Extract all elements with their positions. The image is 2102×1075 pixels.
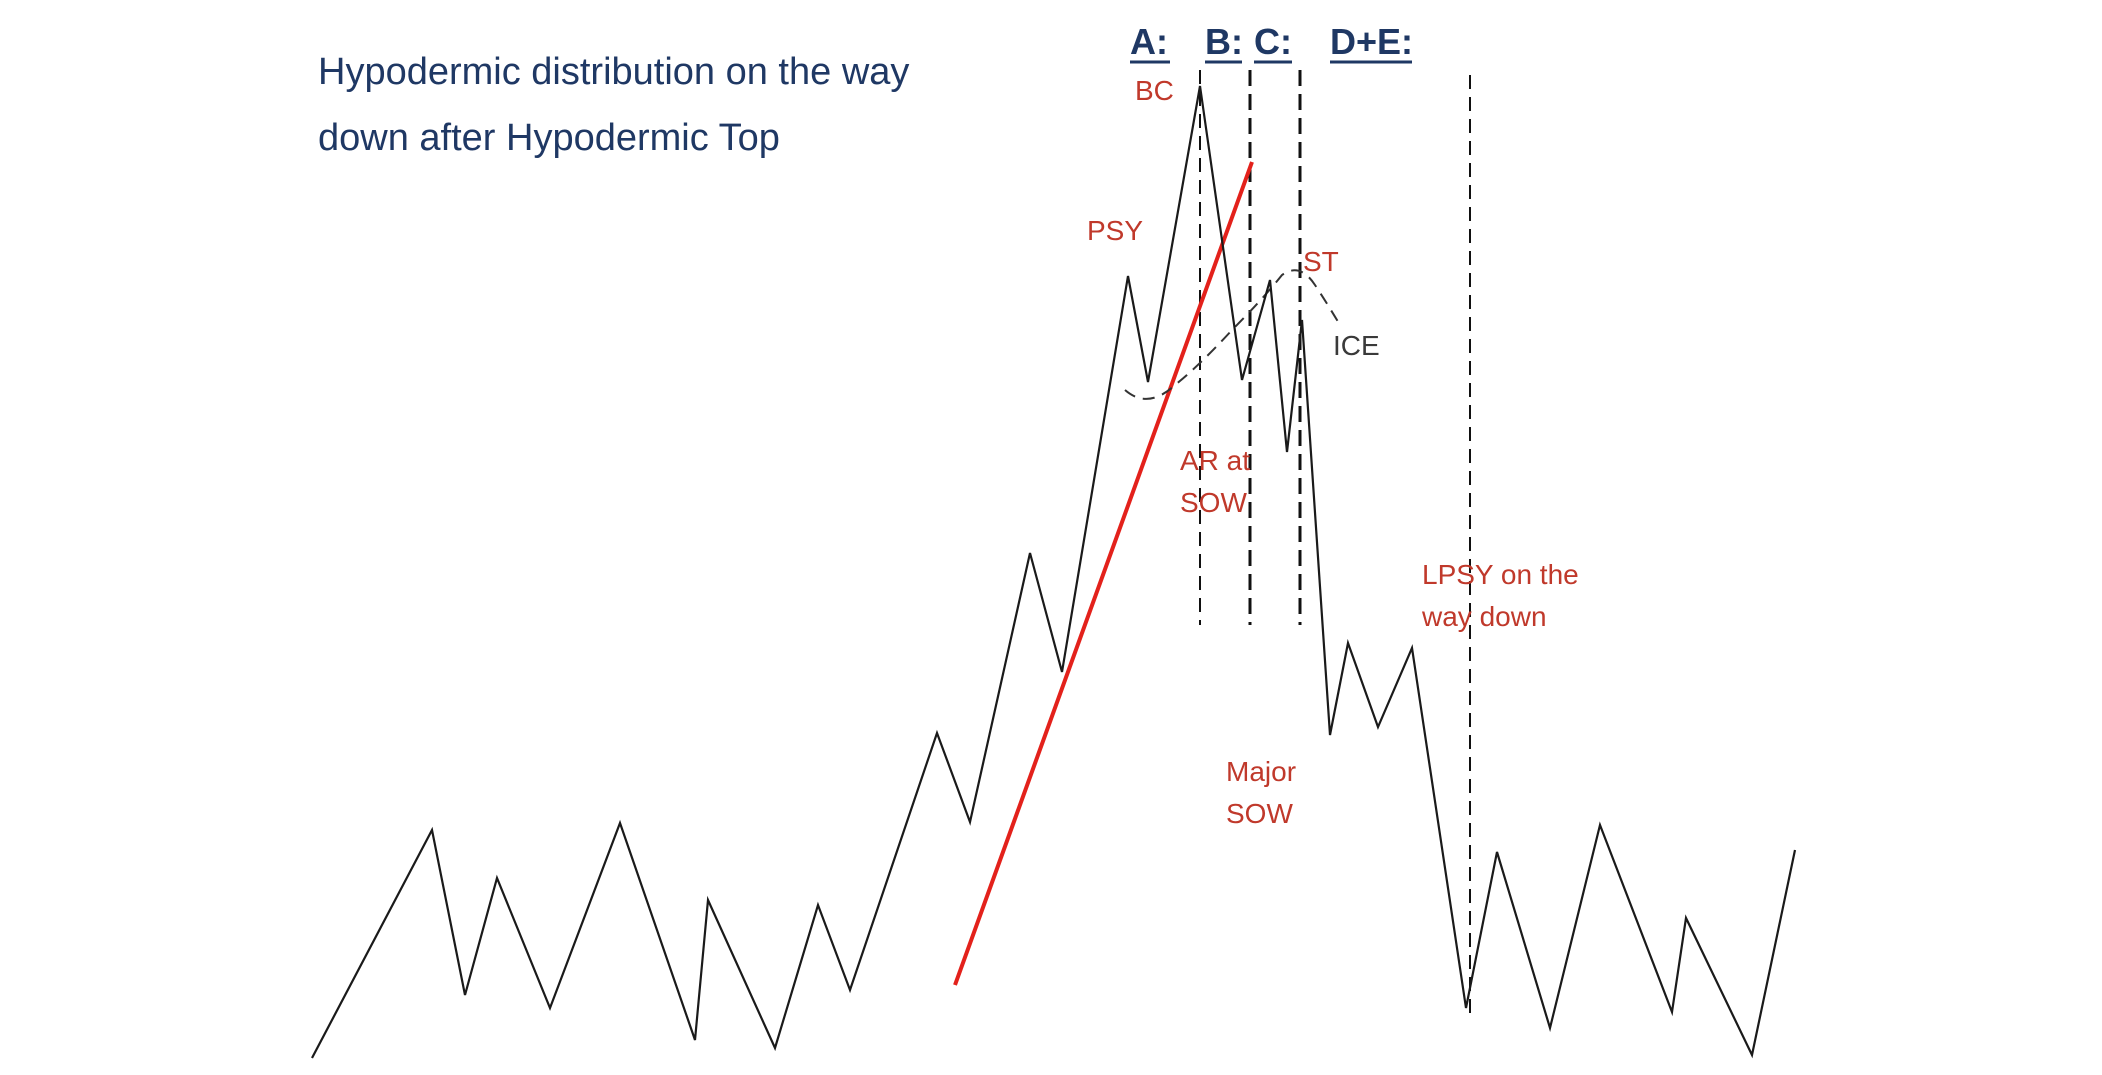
annotation-major-line1: Major <box>1226 756 1296 787</box>
annotation-lpsy-line2: way down <box>1421 601 1547 632</box>
support-curve <box>1124 269 1341 400</box>
rising-trendline <box>953 161 1254 986</box>
annotation-ice: ICE <box>1333 330 1380 361</box>
annotation-ar-line1: AR at <box>1180 445 1250 476</box>
price-path <box>311 85 1797 1059</box>
phase-de-label: D+E: <box>1330 21 1413 62</box>
annotation-lpsy-line1: LPSY on the <box>1422 559 1579 590</box>
annotation-bc: BC <box>1135 75 1174 106</box>
phase-b-label: B: <box>1205 21 1243 62</box>
annotation-major-line2: SOW <box>1226 798 1293 829</box>
annotation-ar-line2: SOW <box>1180 487 1247 518</box>
phase-a-label: A: <box>1130 21 1168 62</box>
diagram-title-line1: Hypodermic distribution on the way <box>318 51 909 93</box>
phase-c-label: C: <box>1254 21 1292 62</box>
annotation-st: ST <box>1303 246 1339 277</box>
diagram-title-line2: down after Hypodermic Top <box>318 117 780 159</box>
annotation-psy: PSY <box>1087 215 1143 246</box>
